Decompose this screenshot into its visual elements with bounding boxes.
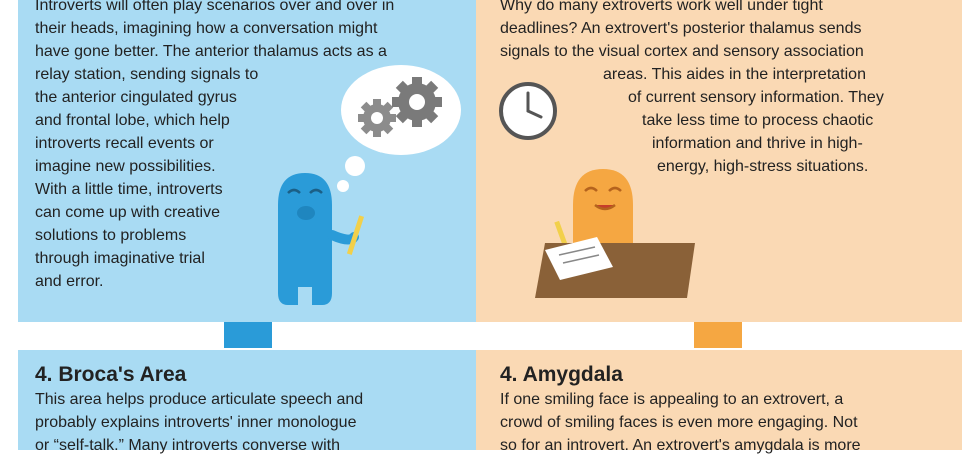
text-line: introverts recall events or	[35, 135, 214, 152]
text-line: and frontal lobe, which help	[35, 112, 230, 129]
introvert-section-heading: 4. Broca's Area	[35, 363, 187, 386]
text-line: If one smiling face is appealing to an e…	[500, 391, 844, 408]
text-line: the anterior cingulated gyrus	[35, 89, 237, 106]
text-line: energy, high-stress situations.	[657, 158, 869, 175]
extrovert-divider-tab	[694, 322, 742, 348]
gear-icon	[392, 77, 442, 127]
gear-icon	[358, 99, 396, 137]
text-line: relay station, sending signals to	[35, 66, 259, 83]
introvert-character-illustration	[278, 173, 365, 305]
text-line: of current sensory information. They	[628, 89, 884, 106]
introvert-panel-top	[18, 0, 476, 322]
introvert-divider-tab	[224, 322, 272, 348]
text-line: Why do many extroverts work well under t…	[500, 0, 823, 14]
text-line: deadlines? An extrovert's posterior thal…	[500, 20, 862, 37]
text-line: or “self-talk.” Many introverts converse…	[35, 437, 340, 454]
text-line: crowd of smiling faces is even more enga…	[500, 414, 858, 431]
text-line: With a little time, introverts	[35, 181, 223, 198]
extrovert-panel-bottom	[476, 350, 962, 450]
text-line: imagine new possibilities.	[35, 158, 216, 175]
text-line: Introverts will often play scenarios ove…	[35, 0, 395, 14]
text-line: and error.	[35, 273, 104, 290]
text-line: so for an introvert. An extrovert's amyg…	[500, 437, 861, 454]
thought-bubble-illustration	[337, 65, 461, 192]
text-line: information and thrive in high-	[652, 135, 863, 152]
clock-icon	[499, 82, 557, 140]
extrovert-section-heading: 4. Amygdala	[500, 363, 623, 386]
text-line: have gone better. The anterior thalamus …	[35, 43, 387, 60]
text-line: probably explains introverts' inner mono…	[35, 414, 357, 431]
text-line: solutions to problems	[35, 227, 187, 244]
text-line: take less time to process chaotic	[642, 112, 874, 129]
text-line: areas. This aides in the interpretation	[603, 66, 866, 83]
text-line: signals to the visual cortex and sensory…	[500, 43, 864, 60]
text-line: their heads, imagining how a conversatio…	[35, 20, 378, 37]
extrovert-character-illustration	[535, 169, 695, 298]
text-line: can come up with creative	[35, 204, 220, 221]
introvert-panel-bottom	[18, 350, 476, 450]
text-line: This area helps produce articulate speec…	[35, 391, 364, 408]
text-line: through imaginative trial	[35, 250, 205, 267]
